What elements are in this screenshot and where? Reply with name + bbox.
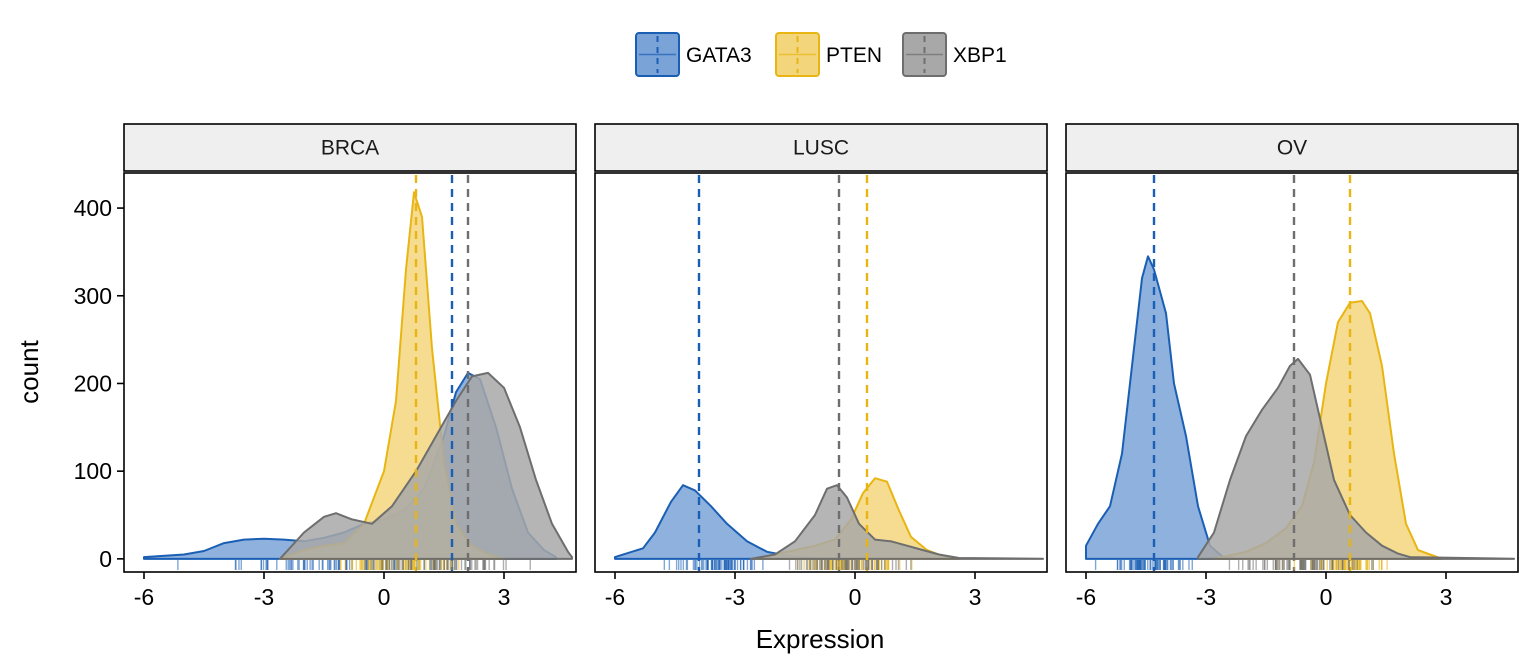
facet-strip-label: BRCA [321, 137, 379, 160]
legend: GATA3 PTEN XBP1 [635, 32, 1007, 77]
y-tick-label: 200 [74, 370, 112, 396]
facet-panel-lusc: LUSC -6 -3 0 3 [594, 123, 1048, 610]
facet-panel-brca: BRCA -6 -3 0 3 0 100 200 300 400 [74, 123, 577, 610]
rug-marks [663, 560, 913, 570]
x-tick-label: 0 [1320, 584, 1333, 610]
facet-panel-ov: OV -6 -3 0 3 [1065, 123, 1519, 610]
rug-marks [1094, 560, 1388, 570]
x-tick-label: -3 [1196, 584, 1216, 610]
x-tick-label: 3 [498, 584, 511, 610]
density-area-xbp1 [1197, 357, 1515, 560]
y-tick-label: 0 [99, 546, 112, 572]
x-tick-label: 3 [969, 584, 982, 610]
x-tick-label: -6 [1076, 584, 1096, 610]
y-tick-label: 100 [74, 458, 112, 484]
facet-strip-label: LUSC [793, 137, 849, 160]
legend-label: XBP1 [953, 44, 1007, 67]
x-tick-label: 0 [849, 584, 862, 610]
y-tick-label: 300 [74, 283, 112, 309]
facet-strip-label: OV [1277, 137, 1307, 160]
legend-label: GATA3 [686, 44, 752, 67]
x-tick-label: 0 [378, 584, 391, 610]
y-tick-label: 400 [74, 195, 112, 221]
rug-marks [177, 560, 531, 570]
facet-strip [123, 123, 577, 172]
x-tick-label: -6 [134, 584, 154, 610]
x-tick-label: -3 [725, 584, 745, 610]
legend-item-pten: PTEN [775, 32, 882, 77]
x-tick-label: -6 [605, 584, 625, 610]
facet-strip [1065, 123, 1519, 172]
legend-item-gata3: GATA3 [635, 32, 752, 77]
x-tick-label: 3 [1440, 584, 1453, 610]
density-area-xbp1 [279, 371, 573, 560]
legend-item-xbp1: XBP1 [902, 32, 1007, 77]
x-axis-title: Expression [756, 624, 885, 654]
x-tick-label: -3 [254, 584, 274, 610]
facet-panels: BRCA -6 -3 0 3 0 100 200 300 400 LUSC -6 -3 0 3 OV -6 -3 0… [74, 123, 1519, 610]
legend-label: PTEN [826, 44, 882, 67]
facet-strip [594, 123, 1048, 172]
y-axis-title: count [14, 339, 44, 403]
